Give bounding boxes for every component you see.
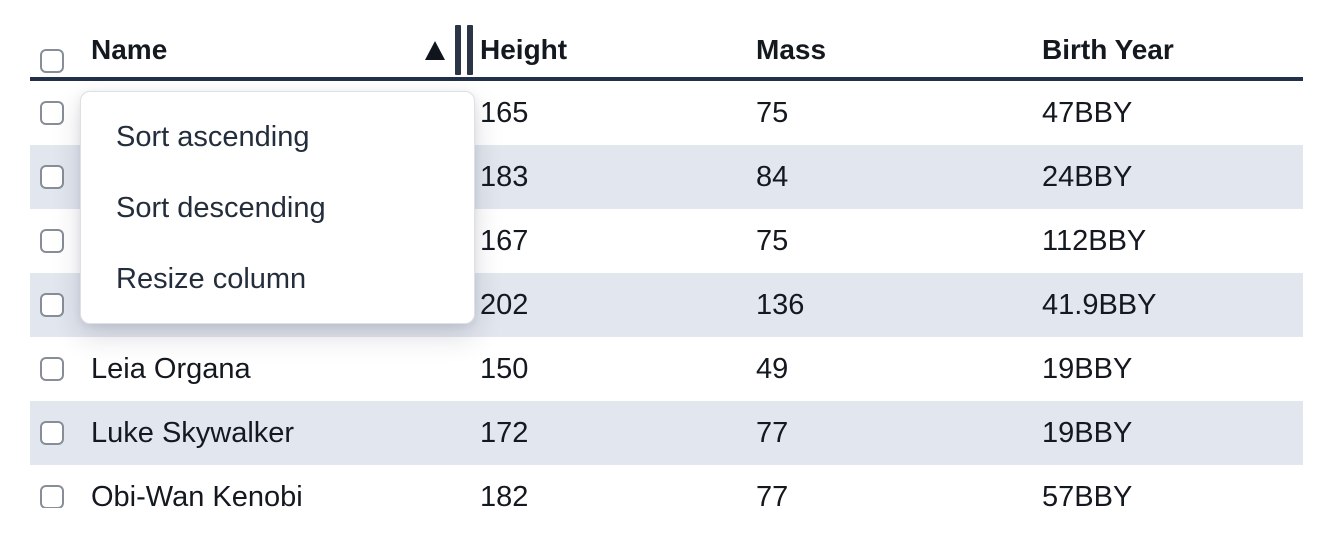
cell-birth-year: 47BBY [1042, 96, 1133, 129]
row-checkbox[interactable] [40, 101, 64, 125]
checkbox-cell [30, 421, 80, 445]
cell-height: 167 [480, 224, 529, 257]
column-resize-handle-icon[interactable] [455, 25, 473, 75]
cell-mass: 75 [756, 224, 789, 257]
cell-birth-year: 57BBY [1042, 480, 1133, 509]
cell-name: Luke Skywalker [91, 416, 295, 449]
cell-height: 165 [480, 96, 529, 129]
cell-mass: 49 [756, 352, 789, 385]
cell-mass: 136 [756, 288, 805, 321]
resize-bar [467, 25, 473, 75]
cell-mass: 75 [756, 96, 789, 129]
row-checkbox[interactable] [40, 421, 64, 445]
row-checkbox[interactable] [40, 229, 64, 253]
column-context-menu: Sort ascending Sort descending Resize co… [80, 91, 475, 324]
checkbox-cell [30, 357, 80, 381]
row-checkbox[interactable] [40, 165, 64, 189]
cell-height: 183 [480, 160, 529, 193]
menu-item-sort-ascending[interactable]: Sort ascending [116, 121, 310, 153]
row-checkbox[interactable] [40, 293, 64, 317]
checkbox-cell [30, 165, 80, 189]
column-header-name[interactable]: Name [80, 0, 466, 77]
row-checkbox[interactable] [40, 357, 64, 381]
checkbox-cell [30, 229, 80, 253]
cell-birth-year: 112BBY [1042, 224, 1147, 257]
cell-birth-year: 24BBY [1042, 160, 1133, 193]
row-checkbox[interactable] [40, 485, 64, 508]
sort-ascending-triangle-icon [425, 41, 445, 60]
table-row[interactable]: Luke Skywalker 172 77 19BBY [30, 401, 1303, 465]
column-header-height-label: Height [480, 33, 568, 65]
cell-mass: 77 [756, 480, 789, 509]
table-row[interactable]: Leia Organa 150 49 19BBY [30, 337, 1303, 401]
column-header-name-label: Name [91, 33, 168, 65]
cell-birth-year: 19BBY [1042, 416, 1133, 449]
table-header-row: Name Height Mass Birth Year [30, 0, 1303, 81]
cell-name: Obi-Wan Kenobi [91, 480, 303, 509]
cell-mass: 77 [756, 416, 789, 449]
resize-bar [455, 25, 461, 75]
cell-birth-year: 19BBY [1042, 352, 1133, 385]
table-row[interactable]: Obi-Wan Kenobi 182 77 57BBY [30, 465, 1303, 508]
column-header-birth-year[interactable]: Birth Year [1030, 0, 1303, 77]
menu-item-resize-column[interactable]: Resize column [116, 263, 307, 295]
column-header-birth-year-label: Birth Year [1042, 33, 1174, 65]
cell-height: 172 [480, 416, 529, 449]
cell-height: 182 [480, 480, 529, 509]
cell-height: 150 [480, 352, 529, 385]
menu-item-sort-descending[interactable]: Sort descending [116, 192, 326, 224]
checkbox-cell [30, 101, 80, 125]
column-header-mass-label: Mass [756, 33, 827, 65]
cell-birth-year: 41.9BBY [1042, 288, 1157, 321]
checkbox-cell [30, 485, 80, 508]
column-header-height[interactable]: Height [466, 0, 744, 77]
select-all-checkbox[interactable] [40, 48, 64, 73]
cell-mass: 84 [756, 160, 789, 193]
checkbox-cell [30, 293, 80, 317]
cell-name: Leia Organa [91, 352, 251, 385]
column-header-mass[interactable]: Mass [744, 0, 1030, 77]
select-all-cell [30, 0, 80, 77]
cell-height: 202 [480, 288, 529, 321]
